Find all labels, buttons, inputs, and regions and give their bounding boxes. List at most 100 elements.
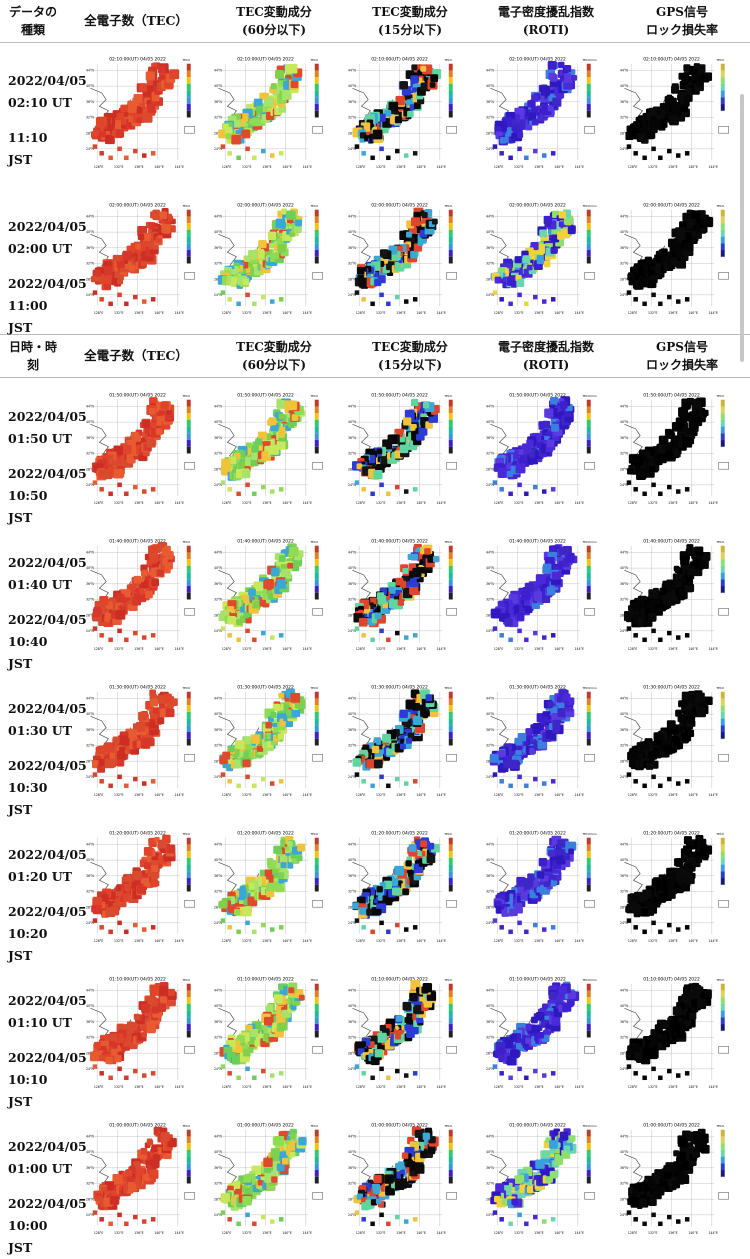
map-unit-label: TECU (443, 204, 452, 208)
map-time-label: 01:40:00(UT) 04/05 2022 (237, 538, 294, 544)
map-data-cell (379, 775, 383, 779)
map-data-cell (649, 466, 655, 472)
colorbar-segment (449, 406, 453, 413)
map-time-label: 01:50:00(UT) 04/05 2022 (109, 392, 166, 398)
map-data-cell (655, 604, 661, 610)
map-data-cell (243, 612, 249, 618)
map-data-cell (386, 638, 390, 642)
colorbar-segment (449, 739, 453, 746)
colorbar-segment (187, 97, 191, 104)
map-time-label: 01:30:00(UT) 04/05 2022 (509, 684, 566, 690)
map-data-cell (399, 710, 407, 718)
map-data-cell (221, 626, 225, 630)
map-data-cell (279, 297, 283, 301)
map-data-cell (151, 297, 155, 301)
map-unit-label: TECU (443, 394, 452, 398)
colorbar-segment (587, 406, 591, 413)
map-data-cell (139, 595, 146, 602)
map-data-cell (537, 724, 544, 731)
map-data-cell (403, 417, 411, 425)
map-data-cell (270, 712, 276, 718)
map-data-cell (673, 738, 681, 746)
map-data-cell (353, 758, 362, 767)
map-data-cell (261, 777, 265, 781)
map-data-cell (693, 400, 702, 409)
row-jst-time: 10:50 (8, 485, 90, 507)
colorbar-segment (315, 692, 319, 699)
map-data-cell (532, 119, 539, 126)
map-lon-tick: 136°E (134, 165, 144, 169)
map-data-cell (99, 297, 103, 301)
header-tec15: TEC変動成分 (15分以下) (342, 0, 478, 42)
header-tec60-line1: TEC変動成分 (236, 3, 312, 21)
map-time-label: 02:10:00(UT) 04/05 2022 (109, 56, 166, 62)
map-time-label: 01:50:00(UT) 04/05 2022 (237, 392, 294, 398)
colorbar-segment (587, 692, 591, 699)
map-data-cell (169, 69, 179, 79)
colorbar-segment (315, 413, 319, 420)
colorbar-segment (187, 210, 191, 217)
map-lon-tick: 136°E (262, 501, 272, 505)
map-data-cell (669, 241, 675, 247)
colorbar-segment (315, 400, 319, 407)
colorbar-segment (449, 237, 453, 244)
map-data-cell (113, 736, 120, 743)
map-lon-tick: 140°E (416, 793, 426, 797)
colorbar-segment (315, 698, 319, 705)
map-data-cell (372, 746, 379, 753)
map-data-cell (560, 401, 568, 409)
map-data-cell (133, 295, 137, 299)
colorbar-segment (721, 64, 725, 71)
row-jst-time: 10:20 (8, 923, 90, 945)
row-jst-time: JST (8, 149, 90, 171)
map-data-cell (233, 120, 241, 128)
colorbar-segment (587, 698, 591, 705)
map-data-cell (407, 111, 414, 118)
map-data-cell (280, 721, 286, 727)
map-data-cell (221, 290, 225, 294)
map-data-cell (252, 784, 256, 788)
colorbar-segment (187, 732, 191, 739)
map-data-cell (158, 65, 166, 73)
map-lon-tick: 132°E (514, 793, 524, 797)
map-data-cell (685, 633, 689, 637)
colorbar-segment (587, 97, 591, 104)
row-ut-time: 02:00 UT (8, 238, 90, 260)
map-lon-tick: 140°E (416, 647, 426, 651)
header-tec60-line2: (60分以下) (242, 21, 306, 39)
map-lon-tick: 140°E (282, 165, 292, 169)
map-data-cell (542, 716, 548, 722)
map-data-cell (678, 714, 686, 722)
map-data-cell (692, 210, 701, 219)
map-data-cell (268, 232, 276, 240)
map-unit-label: TECU (181, 394, 190, 398)
map-data-cell (117, 775, 121, 779)
map-lon-tick: 144°E (302, 793, 312, 797)
map-lon-tick: 144°E (436, 793, 446, 797)
map-data-cell (627, 772, 631, 776)
colorbar-segment (187, 104, 191, 111)
map-data-cell (667, 149, 671, 153)
map-data-cell (406, 232, 412, 238)
colorbar-segment (449, 692, 453, 699)
map-data-cell (252, 638, 256, 642)
map-data-cell (551, 151, 555, 155)
map-data-cell (627, 626, 631, 630)
map-data-cell (236, 302, 240, 306)
colorbar-segment (315, 216, 319, 223)
map-data-cell (370, 784, 374, 788)
map-data-cell (642, 302, 646, 306)
map-data-cell (265, 722, 271, 728)
map-lon-tick: 136°E (668, 647, 678, 651)
header-mid-lol-line1: GPS信号 (656, 338, 708, 356)
colorbar-segment (587, 64, 591, 71)
